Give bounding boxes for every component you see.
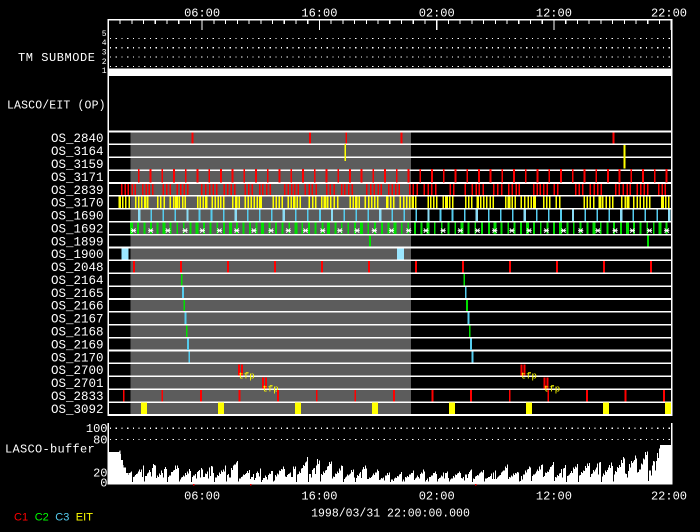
svg-text:OS_2167: OS_2167 [51, 313, 104, 327]
svg-text:OS_3171: OS_3171 [51, 171, 104, 185]
svg-text:OS_2839: OS_2839 [51, 184, 104, 198]
svg-text:OS_2164: OS_2164 [51, 274, 104, 288]
svg-text:OS_1692: OS_1692 [51, 222, 104, 236]
svg-text:LASCO-buffer: LASCO-buffer [5, 442, 95, 456]
svg-text:06:00: 06:00 [184, 7, 220, 21]
svg-text:16:00: 16:00 [301, 490, 337, 504]
svg-text:OS_1899: OS_1899 [51, 235, 104, 249]
svg-text:OS_2169: OS_2169 [51, 338, 104, 352]
svg-text:tfp: tfp [238, 372, 254, 382]
svg-text:100: 100 [86, 422, 108, 436]
svg-text:OS_2048: OS_2048 [51, 261, 104, 275]
svg-text:tfp: tfp [521, 372, 537, 382]
svg-text:80: 80 [93, 434, 107, 448]
svg-text:TM SUBMODE: TM SUBMODE [18, 51, 96, 65]
svg-text:OS_3164: OS_3164 [51, 145, 104, 159]
svg-text:16:00: 16:00 [301, 7, 337, 21]
svg-text:tfp: tfp [262, 385, 278, 395]
svg-text:2: 2 [102, 58, 107, 67]
svg-text:22:00: 22:00 [651, 7, 687, 21]
svg-text:02:00: 02:00 [419, 7, 455, 21]
svg-text:C3: C3 [55, 511, 69, 523]
svg-text:1: 1 [102, 67, 107, 76]
svg-text:OS_3092: OS_3092 [51, 403, 104, 417]
svg-text:0: 0 [100, 476, 107, 490]
svg-text:02:00: 02:00 [419, 490, 455, 504]
svg-text:EIT: EIT [76, 511, 93, 523]
svg-text:C2: C2 [35, 511, 49, 523]
svg-text:OS_1690: OS_1690 [51, 210, 104, 224]
svg-text:OS_2701: OS_2701 [51, 377, 104, 391]
svg-text:1998/03/31 22:00:00.000: 1998/03/31 22:00:00.000 [311, 508, 470, 521]
svg-text:OS_2166: OS_2166 [51, 300, 104, 314]
svg-text:LASCO/EIT (OP): LASCO/EIT (OP) [7, 99, 106, 112]
svg-text:OS_3159: OS_3159 [51, 158, 104, 172]
svg-text:OS_2170: OS_2170 [51, 351, 104, 365]
svg-text:OS_2840: OS_2840 [51, 132, 104, 146]
svg-text:C1: C1 [14, 511, 28, 523]
svg-text:OS_2168: OS_2168 [51, 326, 104, 340]
svg-text:20: 20 [93, 466, 107, 480]
svg-text:OS_3170: OS_3170 [51, 197, 104, 211]
svg-text:12:00: 12:00 [536, 7, 572, 21]
svg-text:22:00: 22:00 [651, 490, 687, 504]
svg-text:06:00: 06:00 [184, 490, 220, 504]
svg-text:OS_2700: OS_2700 [51, 364, 104, 378]
svg-text:5: 5 [102, 30, 107, 39]
svg-text:3: 3 [102, 49, 107, 58]
svg-text:OS_2165: OS_2165 [51, 287, 104, 301]
svg-text:OS_1900: OS_1900 [51, 248, 104, 262]
svg-text:OS_2833: OS_2833 [51, 390, 104, 404]
svg-text:4: 4 [102, 39, 107, 48]
svg-text:12:00: 12:00 [536, 490, 572, 504]
svg-text:tfp: tfp [544, 385, 560, 395]
